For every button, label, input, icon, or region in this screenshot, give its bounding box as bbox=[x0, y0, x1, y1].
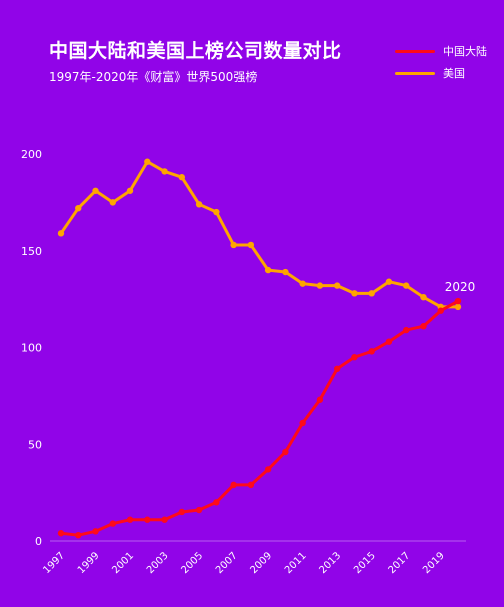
legend-item-china: 中国大陆 bbox=[395, 40, 487, 62]
chart-subtitle: 1997年-2020年《财富》世界500强榜 bbox=[49, 70, 258, 84]
data-point-usa bbox=[368, 290, 375, 297]
y-tick-label: 0 bbox=[35, 535, 42, 548]
data-point-usa bbox=[144, 158, 151, 165]
data-point-china bbox=[57, 530, 65, 537]
data-point-usa bbox=[282, 268, 289, 276]
data-point-usa bbox=[195, 201, 203, 208]
data-point-china bbox=[161, 516, 168, 523]
x-tick-label: 2009 bbox=[248, 550, 274, 576]
data-point-china bbox=[178, 508, 186, 516]
x-tick-label: 2007 bbox=[214, 550, 240, 576]
data-point-china bbox=[299, 419, 306, 427]
data-point-usa bbox=[351, 290, 358, 297]
series-line-usa bbox=[59, 160, 460, 309]
y-tick-label: 50 bbox=[28, 438, 42, 451]
data-point-china bbox=[403, 326, 410, 334]
data-point-china bbox=[264, 466, 272, 473]
data-point-usa bbox=[57, 230, 65, 237]
data-point-usa bbox=[178, 174, 186, 181]
data-point-usa bbox=[264, 266, 272, 274]
legend-item-usa: 美国 bbox=[395, 62, 487, 84]
legend-swatch-china bbox=[395, 49, 435, 53]
legend-label-usa: 美国 bbox=[443, 67, 465, 80]
data-point-usa bbox=[109, 199, 116, 206]
data-point-china bbox=[126, 516, 134, 523]
data-point-china bbox=[195, 506, 203, 514]
legend-label-china: 中国大陆 bbox=[443, 45, 487, 58]
data-point-usa bbox=[161, 168, 168, 175]
data-point-usa bbox=[92, 187, 99, 194]
x-tick-label: 1999 bbox=[76, 550, 102, 576]
x-tick-label: 1997 bbox=[41, 550, 67, 576]
x-tick-label: 2019 bbox=[421, 550, 447, 576]
data-point-china bbox=[282, 448, 289, 456]
data-point-usa bbox=[333, 282, 341, 289]
data-point-usa bbox=[299, 280, 306, 287]
x-tick-label: 2003 bbox=[145, 550, 171, 576]
data-point-china bbox=[75, 531, 82, 539]
legend-swatch-usa bbox=[395, 71, 435, 75]
data-point-china bbox=[333, 365, 341, 372]
data-point-usa bbox=[126, 187, 134, 194]
y-tick-label: 100 bbox=[21, 342, 42, 355]
data-point-usa bbox=[420, 293, 427, 301]
x-tick-label: 2005 bbox=[179, 550, 205, 576]
data-point-china bbox=[247, 481, 255, 489]
data-point-china bbox=[351, 353, 358, 361]
data-point-china bbox=[213, 499, 220, 506]
x-tick-label: 2011 bbox=[283, 550, 309, 576]
data-point-china bbox=[109, 520, 116, 527]
data-point-usa bbox=[403, 282, 410, 289]
x-tick-label: 2017 bbox=[387, 550, 413, 576]
chart-title: 中国大陆和美国上榜公司数量对比 bbox=[49, 40, 342, 62]
y-tick-label: 200 bbox=[21, 148, 42, 161]
data-point-china bbox=[230, 481, 237, 489]
data-point-usa bbox=[385, 278, 393, 285]
data-point-usa bbox=[316, 282, 324, 289]
data-point-usa bbox=[75, 204, 82, 212]
data-point-usa bbox=[454, 303, 462, 311]
data-point-china bbox=[92, 528, 99, 535]
annotation-2020: 2020 bbox=[445, 280, 476, 294]
data-point-china bbox=[144, 516, 151, 523]
x-tick-label: 2013 bbox=[318, 550, 344, 576]
data-point-usa bbox=[213, 208, 220, 216]
data-point-china bbox=[437, 307, 444, 314]
data-point-china bbox=[420, 323, 427, 330]
series-line-china bbox=[59, 299, 460, 537]
data-point-china bbox=[316, 396, 324, 403]
x-tick-label: 2001 bbox=[110, 550, 136, 576]
y-tick-label: 150 bbox=[21, 245, 42, 258]
x-tick-label: 2015 bbox=[352, 550, 378, 576]
data-point-china bbox=[385, 338, 393, 345]
data-point-usa bbox=[247, 241, 255, 249]
legend: 中国大陆 美国 bbox=[395, 40, 487, 84]
data-point-china bbox=[454, 297, 462, 305]
data-point-usa bbox=[230, 241, 237, 249]
data-point-china bbox=[368, 348, 375, 355]
